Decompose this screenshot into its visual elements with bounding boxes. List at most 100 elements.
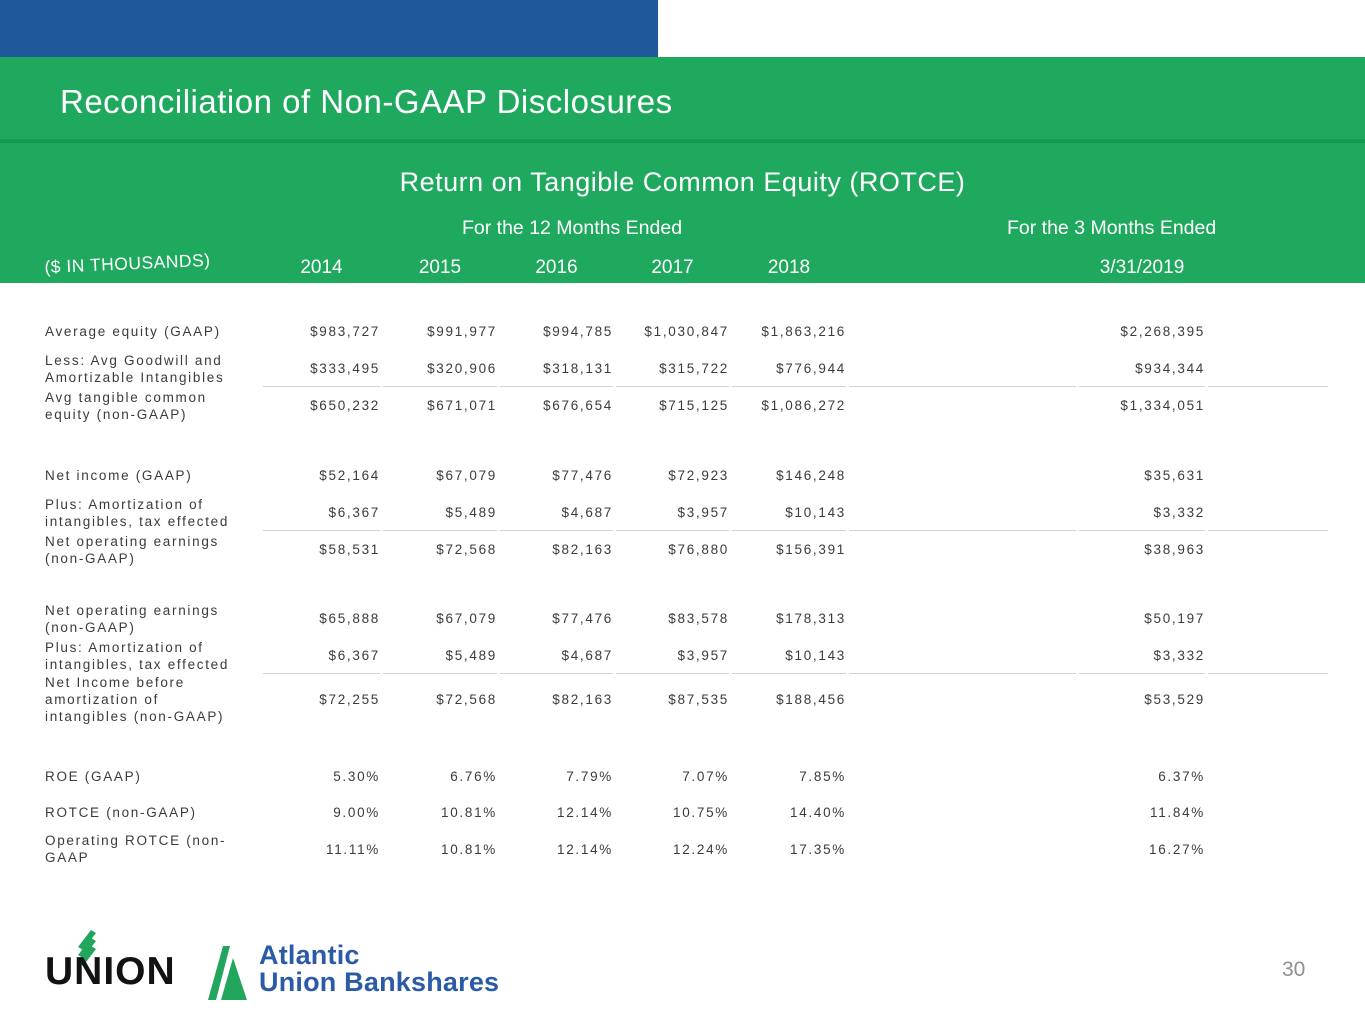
table-body: Average equity (GAAP) $983,727 $991,977 $99… — [0, 313, 1365, 868]
value-cell: $87,535 — [668, 692, 729, 707]
table-row: Plus: Amortization of intangibles, tax e… — [0, 494, 1365, 531]
value-cell: $5,489 — [383, 637, 497, 674]
value-cell: 16.27% — [1149, 841, 1205, 857]
value-cell: 10.75% — [673, 805, 729, 821]
union-logo-stripes-icon — [78, 930, 96, 966]
row-label: Avg tangible common equity (non-GAAP) — [45, 389, 207, 422]
value-cell: $1,863,216 — [761, 324, 846, 339]
value-cell: 6.76% — [450, 768, 497, 784]
column-spacer — [849, 494, 1076, 531]
value-cell: $10,143 — [732, 637, 846, 674]
row-label: Net income (GAAP) — [45, 468, 193, 483]
value-cell: 6.37% — [1158, 768, 1205, 784]
column-header-3-31-2019: 3/31/2019 — [1099, 257, 1185, 278]
value-cell: $4,687 — [500, 637, 613, 674]
value-cell: $333,495 — [263, 350, 380, 387]
value-cell: $53,529 — [1144, 692, 1205, 707]
row-label: ROTCE (non-GAAP) — [45, 805, 197, 821]
title-bar: Reconciliation of Non-GAAP Disclosures — [0, 57, 1365, 143]
row-label: Operating ROTCE (non- GAAP — [45, 833, 227, 866]
value-cell: $934,344 — [1079, 350, 1205, 387]
value-cell: $156,391 — [776, 542, 846, 557]
value-cell: 11.84% — [1150, 805, 1205, 821]
value-cell: $146,248 — [776, 468, 846, 483]
column-spacer — [849, 350, 1076, 387]
brand-name-line1: Atlantic — [259, 940, 360, 970]
value-cell: $67,079 — [436, 611, 497, 626]
table-row: Net Income before amortization of intang… — [0, 674, 1365, 725]
value-cell: 5.30% — [333, 768, 380, 784]
value-cell: $318,131 — [500, 350, 613, 387]
table-section: ROE (GAAP) 5.30% 6.76% 7.79% 7.07% 7.85% 6.37%… — [0, 758, 1365, 868]
value-cell: $65,888 — [319, 611, 380, 626]
column-spacer — [1208, 494, 1328, 531]
value-cell: $67,079 — [436, 468, 497, 483]
brand-name-line2: Union Bankshares — [259, 967, 500, 997]
value-cell: $671,071 — [427, 398, 497, 413]
row-label: Plus: Amortization of intangibles, tax e… — [45, 496, 230, 529]
value-cell: $1,334,051 — [1120, 398, 1205, 413]
value-cell: $35,631 — [1144, 468, 1205, 483]
table-row: ROTCE (non-GAAP) 9.00% 10.81% 12.14% 10.75% 1… — [0, 795, 1365, 832]
value-cell: $72,568 — [436, 692, 497, 707]
value-cell: $72,255 — [319, 692, 380, 707]
group-header-12-months: For the 12 Months Ended — [462, 217, 683, 239]
table-row: Operating ROTCE (non- GAAP 11.11% 10.81% 12… — [0, 831, 1365, 868]
value-cell: 7.79% — [566, 768, 613, 784]
value-cell: $3,957 — [616, 637, 729, 674]
value-cell: $320,906 — [383, 350, 497, 387]
table-row: Net income (GAAP) $52,164 $67,079 $77,476 $7… — [0, 457, 1365, 494]
row-label: Net Income before amortization of intang… — [45, 675, 225, 724]
value-cell: 11.11% — [326, 841, 380, 857]
value-cell: $983,727 — [310, 324, 380, 339]
atlantic-union-triangle-icon — [208, 946, 247, 1000]
table-row: ROE (GAAP) 5.30% 6.76% 7.79% 7.07% 7.85% 6.37% — [0, 758, 1365, 795]
top-blue-bar — [0, 0, 658, 57]
value-cell: $10,143 — [732, 494, 846, 531]
group-header-3-months: For the 3 Months Ended — [1007, 217, 1217, 239]
union-bank-logo: UNION — [45, 925, 215, 991]
page-number: 30 — [1282, 958, 1306, 981]
table-row: Plus: Amortization of intangibles, tax e… — [0, 637, 1365, 674]
value-cell: $3,332 — [1079, 637, 1205, 674]
value-cell: $1,030,847 — [644, 324, 729, 339]
value-cell: 10.81% — [441, 805, 497, 821]
table-row: Less: Avg Goodwill and Amortizable Intan… — [0, 350, 1365, 387]
column-header-row: ($ IN THOUSANDS) 2014 2015 2016 2017 201… — [0, 250, 1365, 279]
table-subtitle: Return on Tangible Common Equity (ROTCE) — [399, 167, 966, 197]
value-cell: 12.14% — [557, 805, 613, 821]
table-row: Avg tangible common equity (non-GAAP) $65… — [0, 387, 1365, 424]
atlantic-union-logo-text: Atlantic Union Bankshares — [259, 942, 499, 996]
value-cell: $715,125 — [659, 398, 729, 413]
value-cell: $5,489 — [383, 494, 497, 531]
value-cell: $72,923 — [668, 468, 729, 483]
value-cell: $76,880 — [668, 542, 729, 557]
value-cell: $3,957 — [616, 494, 729, 531]
column-spacer — [849, 637, 1076, 674]
table-section: Net income (GAAP) $52,164 $67,079 $77,476 $7… — [0, 457, 1365, 568]
value-cell: $650,232 — [310, 398, 380, 413]
column-header-2015: 2015 — [418, 257, 462, 278]
column-spacer — [1208, 637, 1328, 674]
table-row: Net operating earnings (non-GAAP) $65,888… — [0, 600, 1365, 637]
value-cell: $6,367 — [263, 494, 380, 531]
column-header-2014: 2014 — [300, 257, 343, 278]
value-cell: 9.00% — [333, 805, 380, 821]
row-label: Net operating earnings (non-GAAP) — [45, 533, 219, 566]
value-cell: $315,722 — [616, 350, 729, 387]
column-spacer — [1208, 350, 1328, 387]
atlantic-union-bankshares-logo: Atlantic Union Bankshares — [208, 942, 499, 1002]
table-row: Net operating earnings (non-GAAP) $58,531… — [0, 531, 1365, 568]
column-header-2018: 2018 — [767, 257, 811, 278]
value-cell: $776,944 — [732, 350, 846, 387]
column-header-2017: 2017 — [651, 257, 694, 278]
value-cell: $994,785 — [543, 324, 613, 339]
value-cell: $676,654 — [543, 398, 613, 413]
value-cell: 10.81% — [441, 841, 497, 857]
value-cell: $3,332 — [1079, 494, 1205, 531]
table-row: Average equity (GAAP) $983,727 $991,977 $99… — [0, 313, 1365, 350]
value-cell: $50,197 — [1144, 611, 1205, 626]
table-header: Return on Tangible Common Equity (ROTCE)… — [0, 143, 1365, 283]
row-label: ROE (GAAP) — [45, 768, 142, 784]
